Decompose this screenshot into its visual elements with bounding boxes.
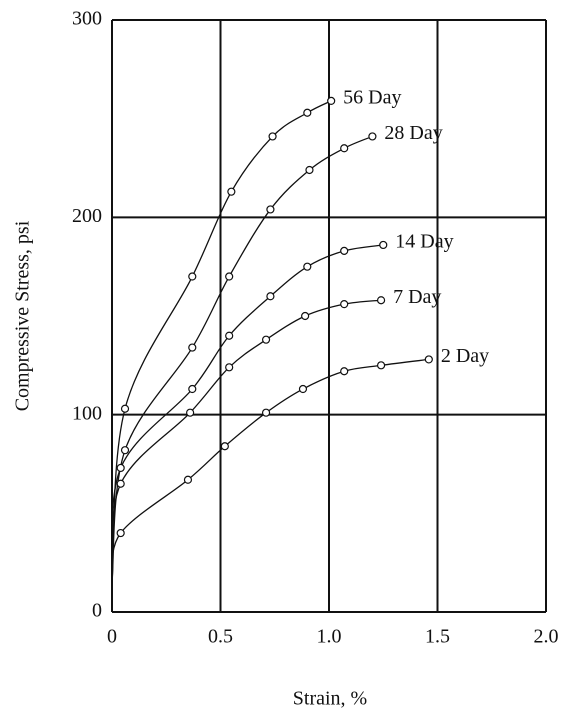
data-point (188, 272, 197, 281)
series-line (111, 100, 332, 583)
data-point (116, 463, 125, 473)
data-point (225, 331, 234, 340)
data-point (225, 363, 234, 372)
data-point (424, 355, 433, 364)
series-line (111, 299, 382, 583)
data-point (116, 479, 125, 488)
data-point (120, 446, 130, 455)
series-label: 56 Day (343, 87, 401, 109)
data-point (327, 96, 336, 106)
data-point (340, 367, 349, 376)
data-point (376, 296, 386, 305)
y-tick-label: 200 (72, 205, 102, 227)
data-point (340, 246, 349, 255)
x-tick-label: 0.5 (208, 626, 233, 648)
data-point (268, 132, 277, 141)
data-point (188, 343, 197, 352)
data-point (266, 205, 275, 214)
data-point (340, 300, 349, 309)
data-point (183, 475, 193, 484)
data-point (368, 132, 377, 141)
series-label: 28 Day (384, 122, 442, 144)
data-point (220, 442, 229, 451)
data-point (227, 187, 236, 196)
data-point (305, 165, 314, 175)
data-point (225, 272, 234, 281)
data-point (301, 311, 310, 321)
series-label: 7 Day (393, 286, 441, 308)
y-tick-label: 300 (72, 8, 102, 30)
data-point (188, 384, 197, 394)
x-tick-label: 2.0 (534, 626, 559, 648)
data-point (266, 292, 275, 301)
series-line (111, 135, 373, 583)
x-tick-label: 1.0 (317, 626, 342, 648)
series-label: 14 Day (395, 231, 453, 253)
y-axis-label: Compressive Stress, psi (12, 220, 34, 411)
data-point (298, 384, 308, 394)
data-point (261, 408, 271, 417)
y-tick-label: 100 (72, 402, 102, 424)
data-point (303, 262, 312, 271)
data-point (116, 528, 125, 538)
data-point (261, 335, 271, 344)
series-label: 2 Day (441, 345, 489, 367)
data-point (120, 404, 130, 413)
x-tick-label: 1.5 (425, 626, 450, 648)
data-point (303, 108, 312, 117)
data-point (340, 144, 349, 153)
data-point (379, 240, 388, 250)
data-point (186, 408, 195, 417)
x-tick-label: 0 (107, 626, 117, 648)
data-point (376, 361, 386, 370)
y-tick-label: 0 (92, 600, 102, 622)
x-axis-label: Strain, % (293, 688, 367, 710)
